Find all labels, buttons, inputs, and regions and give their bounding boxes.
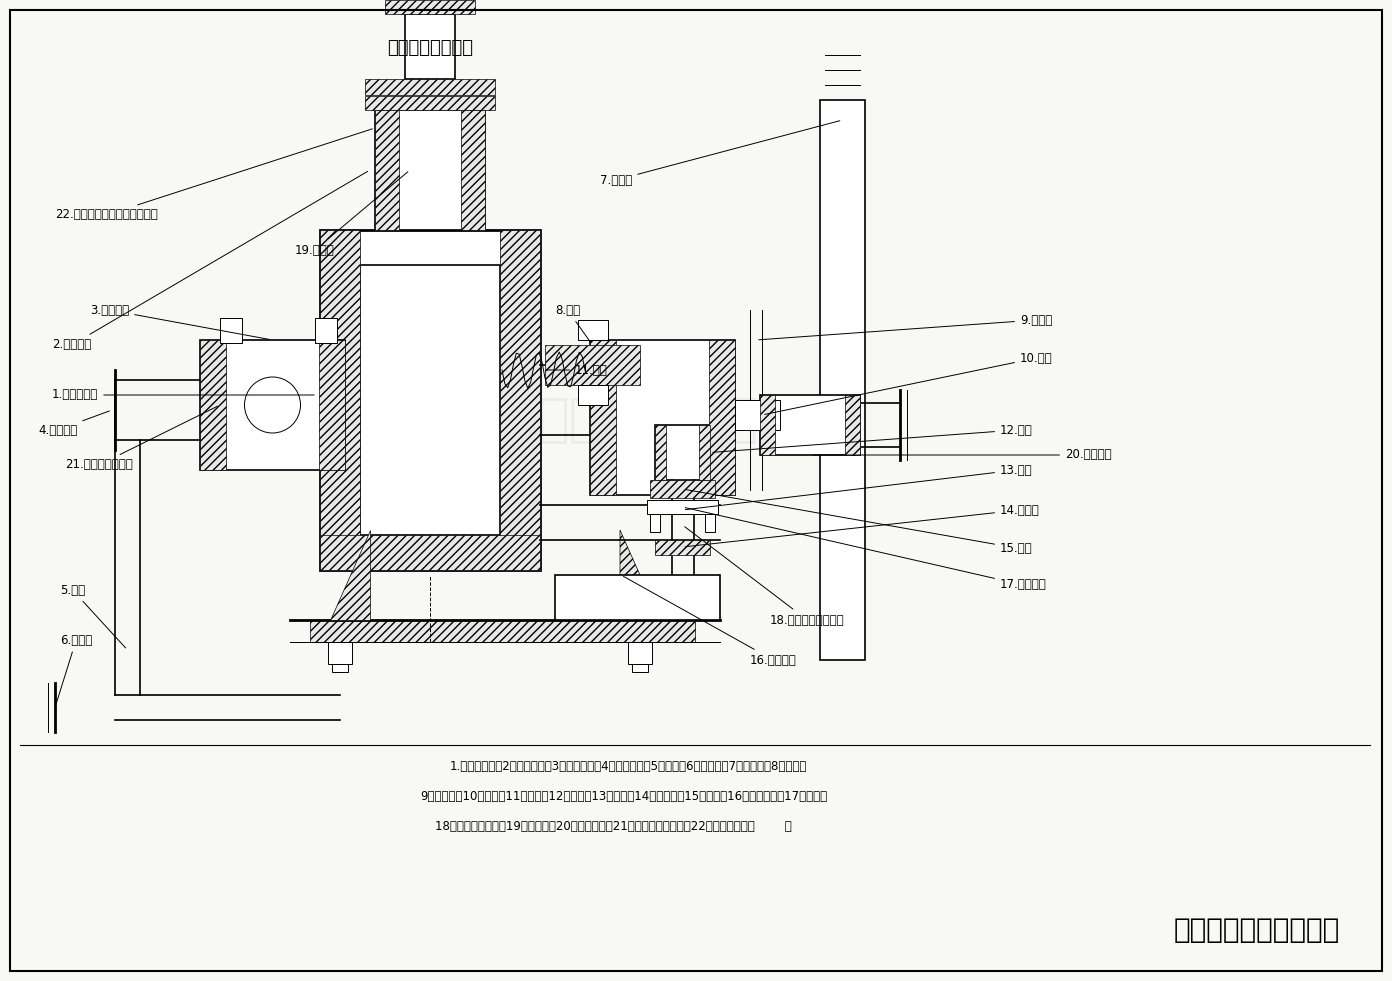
Bar [578,320,607,340]
Bar [386,0,475,14]
Text: 19.填料箱: 19.填料箱 [295,172,408,256]
Bar [656,540,710,555]
Bar [590,340,617,495]
Bar [333,664,348,672]
Text: 9.导向杆: 9.导向杆 [759,314,1052,339]
Polygon shape [619,530,660,620]
Text: 不锈钢泵件示意图: 不锈钢泵件示意图 [387,39,473,57]
Polygon shape [320,535,540,570]
Text: 15.阀座: 15.阀座 [685,490,1033,554]
Bar [220,318,242,343]
Text: 7.空气罐: 7.空气罐 [600,121,839,186]
Bar [632,664,649,672]
Text: 4.进泵法兰: 4.进泵法兰 [38,411,110,437]
Bar [650,480,715,498]
Bar [405,14,455,79]
Text: 3.进口阀箱: 3.进口阀箱 [90,303,270,339]
Bar [735,400,780,430]
Bar [365,79,496,94]
Bar [628,642,651,664]
Bar [365,96,496,110]
Text: 8.阀盖: 8.阀盖 [555,303,590,342]
Text: 21.耐酸碱橡胶阀片: 21.耐酸碱橡胶阀片 [65,406,217,472]
Bar [361,265,500,535]
Bar [310,620,695,642]
Bar [704,514,715,532]
Text: 9，导向杆：10，阀芯：11，弹簧：12，三通：13，弯管：14，方法兰：15，阀座：16，出口阀箱：17阀芯压板: 9，导向杆：10，阀芯：11，弹簧：12，三通：13，弯管：14，方法兰：15，… [420,790,827,803]
Bar [555,575,720,620]
Text: 20.出泵法兰: 20.出泵法兰 [813,448,1112,461]
Text: 14.方法兰: 14.方法兰 [685,503,1040,546]
Polygon shape [320,230,361,570]
Text: 10.阀芯: 10.阀芯 [764,351,1052,414]
Text: 咸阳华星泵业有限公司: 咸阳华星泵业有限公司 [537,394,855,446]
Text: 18，阀芯压板螺丝：19，填料箱：20，出泵法兰：21，耐酸碱橡胶阀片：22耐酸碱填料密封        ：: 18，阀芯压板螺丝：19，填料箱：20，出泵法兰：21，耐酸碱橡胶阀片：22耐酸… [434,820,792,833]
Text: 1.泵体工作腔: 1.泵体工作腔 [52,388,315,401]
Bar [845,395,860,455]
Text: 13.弯管: 13.弯管 [685,463,1033,510]
Text: 18.阀芯压板固定螺丝: 18.阀芯压板固定螺丝 [685,527,845,627]
Bar [200,340,226,470]
Polygon shape [500,230,540,570]
Text: 6.方法兰: 6.方法兰 [56,634,92,705]
Bar [329,642,352,664]
Bar [546,345,640,385]
Bar [200,340,345,470]
Bar [650,514,660,532]
Bar [656,425,665,480]
Polygon shape [330,530,370,620]
Text: 17.阀芯压板: 17.阀芯压板 [685,507,1047,592]
Bar [319,340,345,470]
Text: 1.泵体工作腔：2，芯棒法兰：3，进口阀箱：4，进口法兰：5，弯管：6，方法兰：7，空气罐：8，阀盖：: 1.泵体工作腔：2，芯棒法兰：3，进口阀箱：4，进口法兰：5，弯管：6，方法兰：… [450,760,807,773]
Bar [374,110,484,230]
Text: 2.芯棒法兰: 2.芯棒法兰 [52,172,367,351]
Text: 16.出口阀箱: 16.出口阀箱 [624,577,796,666]
Bar [590,340,735,495]
Text: 11.弹簧: 11.弹簧 [546,364,608,377]
Bar [461,110,484,230]
Bar [760,395,860,455]
Bar [647,500,718,514]
Bar [709,340,735,495]
Text: 12.三通: 12.三通 [713,424,1033,452]
Bar [820,100,864,660]
Text: 22.（填料密封：耐酸碱橡胶）: 22.（填料密封：耐酸碱橡胶） [56,129,372,222]
Bar [656,425,710,480]
Text: 5.弯管: 5.弯管 [60,584,125,648]
Bar [320,230,540,570]
Bar [578,385,607,405]
Bar [699,425,710,480]
Bar [760,395,775,455]
Bar [374,110,400,230]
Bar [315,318,337,343]
Text: 咸阳华星泵业有限公司: 咸阳华星泵业有限公司 [1173,916,1340,944]
